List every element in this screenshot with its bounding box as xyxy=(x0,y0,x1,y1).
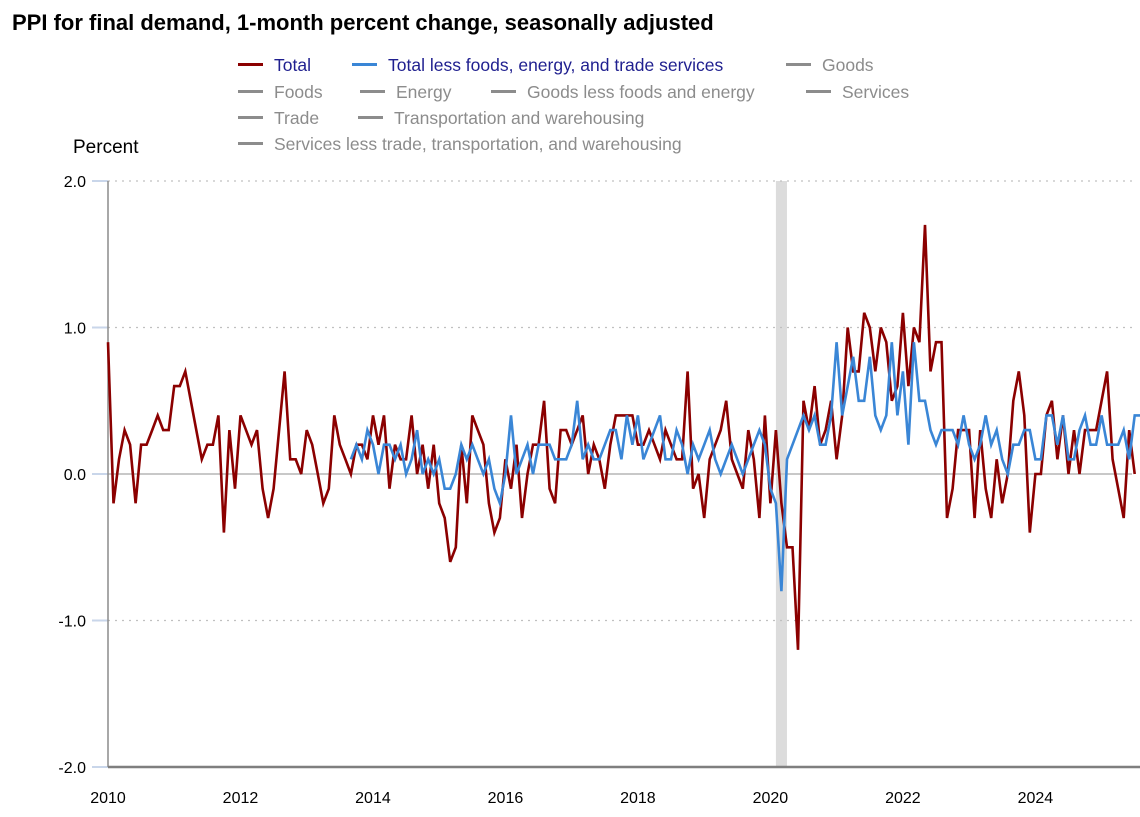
legend-label: Total less foods, energy, and trade serv… xyxy=(388,55,724,75)
legend-swatch-trade xyxy=(238,115,263,119)
x-tick-label: 2012 xyxy=(223,790,259,807)
y-tick-label: 1.0 xyxy=(64,321,86,338)
y-tick-label: 0.0 xyxy=(64,467,86,484)
x-tick-label: 2014 xyxy=(355,790,391,807)
legend-label: Energy xyxy=(396,82,452,102)
legend-item-services-less-trade[interactable]: Services less trade, transportation, and… xyxy=(238,134,682,155)
y-tick-label: 2.0 xyxy=(64,174,86,191)
legend-label: Trade xyxy=(274,108,320,128)
x-tick-label: 2022 xyxy=(885,790,921,807)
x-tick-label: 2024 xyxy=(1018,790,1054,807)
x-tick-label: 2018 xyxy=(620,790,656,807)
legend-item-foods[interactable]: Foods xyxy=(238,82,323,103)
legend-swatch-transportation xyxy=(358,115,383,119)
legend-label: Total xyxy=(274,55,311,75)
axes xyxy=(107,181,1140,769)
legend-label: Transportation and warehousing xyxy=(394,108,645,128)
legend-label: Services less trade, transportation, and… xyxy=(274,134,682,154)
legend-label: Goods xyxy=(822,55,874,75)
legend-item-energy[interactable]: Energy xyxy=(360,82,451,103)
legend-item-total-less-foods-energy-trade[interactable]: Total less foods, energy, and trade serv… xyxy=(352,55,723,76)
x-tick-label: 2016 xyxy=(488,790,524,807)
legend-swatch-energy xyxy=(360,89,385,93)
legend-swatch-total xyxy=(238,62,263,66)
gridlines xyxy=(92,180,1132,768)
series-line-total xyxy=(106,224,1136,650)
legend-swatch-services-less xyxy=(238,141,263,145)
legend-swatch-goods xyxy=(786,62,811,66)
legend-label: Foods xyxy=(274,82,323,102)
legend-swatch-foods xyxy=(238,89,263,93)
y-tick-label: -1.0 xyxy=(58,614,86,631)
y-tick-label: -2.0 xyxy=(58,760,86,777)
chart-title: PPI for final demand, 1-month percent ch… xyxy=(12,10,714,35)
series-line-total-less-foods-energy-trade xyxy=(349,342,1140,592)
legend-label: Goods less foods and energy xyxy=(527,82,755,102)
legend-item-goods-less-foods-energy[interactable]: Goods less foods and energy xyxy=(491,82,755,103)
x-tick-label: 2020 xyxy=(753,790,789,807)
legend-item-total[interactable]: Total xyxy=(238,55,311,76)
legend-swatch-services xyxy=(806,89,831,93)
legend-item-transportation[interactable]: Transportation and warehousing xyxy=(358,108,644,129)
legend-label: Services xyxy=(842,82,910,102)
x-tick-label: 2010 xyxy=(90,790,126,807)
y-axis-label: Percent xyxy=(73,137,139,158)
legend-item-trade[interactable]: Trade xyxy=(238,108,319,129)
legend-swatch-goods-less xyxy=(491,89,516,93)
legend-item-goods[interactable]: Goods xyxy=(786,55,874,76)
legend-swatch-core xyxy=(352,62,377,66)
legend-item-services[interactable]: Services xyxy=(806,82,909,103)
series-lines xyxy=(106,224,1140,650)
